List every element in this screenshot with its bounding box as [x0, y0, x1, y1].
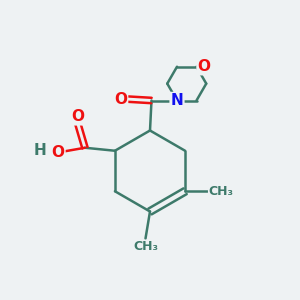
Text: H: H [34, 143, 46, 158]
Text: O: O [71, 110, 84, 124]
Text: CH₃: CH₃ [133, 240, 158, 254]
Text: CH₃: CH₃ [208, 185, 234, 198]
Text: O: O [51, 145, 64, 160]
Text: O: O [197, 59, 211, 74]
Text: N: N [171, 93, 183, 108]
Text: O: O [114, 92, 127, 106]
